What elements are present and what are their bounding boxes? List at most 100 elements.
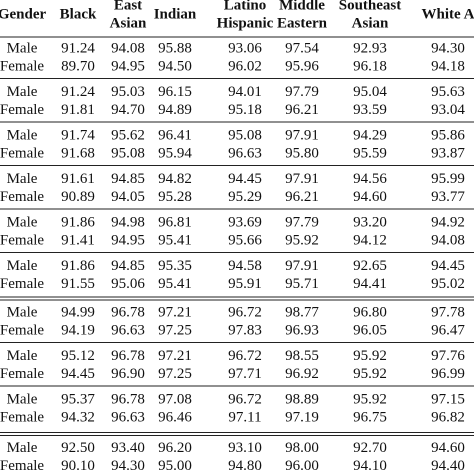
value-cell: 97.91 (285, 258, 319, 274)
gender-cell: Female (0, 189, 44, 205)
value-cell: 94.12 (353, 232, 387, 248)
value-cell: 96.20 (158, 440, 192, 456)
gender-cell: Female (0, 145, 44, 161)
value-cell: 91.86 (61, 214, 95, 230)
value-cell: 93.87 (431, 145, 465, 161)
gender-cell: Female (0, 458, 44, 474)
header-cell: Indian (154, 6, 197, 22)
value-cell: 95.92 (353, 391, 387, 407)
header-cell: Latino (224, 0, 267, 13)
value-cell: 96.02 (228, 58, 262, 74)
value-cell: 92.70 (353, 440, 387, 456)
value-cell: 95.71 (285, 276, 319, 292)
value-cell: 95.99 (431, 171, 465, 187)
value-cell: 96.99 (431, 366, 465, 382)
value-cell: 97.91 (285, 171, 319, 187)
value-cell: 97.15 (431, 391, 465, 407)
value-cell: 94.01 (228, 84, 262, 100)
header-cell: Gender (0, 6, 47, 22)
gender-cell: Female (0, 409, 44, 425)
value-cell: 96.15 (158, 84, 192, 100)
gender-cell: Female (0, 322, 44, 338)
value-cell: 97.08 (158, 391, 192, 407)
value-cell: 91.41 (61, 232, 95, 248)
value-cell: 96.81 (158, 214, 192, 230)
value-cell: 90.10 (61, 458, 95, 474)
value-cell: 95.59 (353, 145, 387, 161)
value-cell: 96.82 (431, 409, 465, 425)
value-cell: 95.29 (228, 189, 262, 205)
value-cell: 97.71 (228, 366, 262, 382)
value-cell: 97.21 (158, 304, 192, 320)
value-cell: 92.50 (61, 440, 95, 456)
value-cell: 94.82 (158, 171, 192, 187)
value-cell: 94.41 (353, 276, 387, 292)
value-cell: 93.06 (228, 40, 262, 56)
value-cell: 96.46 (158, 409, 192, 425)
value-cell: 95.86 (431, 127, 465, 143)
value-cell: 96.21 (285, 189, 319, 205)
value-cell: 94.92 (431, 214, 465, 230)
gender-cell: Female (0, 366, 44, 382)
value-cell: 91.24 (61, 40, 95, 56)
gender-cell: Male (7, 40, 38, 56)
value-cell: 94.50 (158, 58, 192, 74)
gender-cell: Female (0, 102, 44, 118)
value-cell: 90.89 (61, 189, 95, 205)
value-cell: 95.62 (111, 127, 145, 143)
gender-cell: Male (7, 171, 38, 187)
value-cell: 96.90 (111, 366, 145, 382)
value-cell: 94.80 (228, 458, 262, 474)
value-cell: 96.18 (353, 58, 387, 74)
header-cell: Eastern (277, 15, 328, 31)
value-cell: 89.70 (61, 58, 95, 74)
value-cell: 96.80 (353, 304, 387, 320)
value-cell: 94.95 (111, 58, 145, 74)
value-cell: 95.92 (353, 348, 387, 364)
value-cell: 96.78 (111, 348, 145, 364)
value-cell: 91.74 (61, 127, 95, 143)
value-cell: 95.12 (61, 348, 95, 364)
value-cell: 96.00 (285, 458, 319, 474)
value-cell: 95.28 (158, 189, 192, 205)
header-cell: East (114, 0, 142, 13)
gender-cell: Female (0, 232, 44, 248)
value-cell: 91.55 (61, 276, 95, 292)
value-cell: 94.32 (61, 409, 95, 425)
value-cell: 97.54 (285, 40, 319, 56)
value-cell: 91.81 (61, 102, 95, 118)
gender-cell: Male (7, 391, 38, 407)
value-cell: 94.98 (111, 214, 145, 230)
value-cell: 95.04 (353, 84, 387, 100)
value-cell: 93.20 (353, 214, 387, 230)
value-cell: 97.79 (285, 84, 319, 100)
value-cell: 95.02 (431, 276, 465, 292)
value-cell: 96.78 (111, 391, 145, 407)
value-cell: 94.89 (158, 102, 192, 118)
gender-cell: Female (0, 58, 44, 74)
value-cell: 98.00 (285, 440, 319, 456)
value-cell: 92.65 (353, 258, 387, 274)
value-cell: 94.95 (111, 232, 145, 248)
value-cell: 91.86 (61, 258, 95, 274)
value-cell: 96.92 (285, 366, 319, 382)
header-cell: Hispanic (217, 15, 274, 31)
value-cell: 97.25 (158, 322, 192, 338)
value-cell: 94.10 (353, 458, 387, 474)
value-cell: 94.60 (353, 189, 387, 205)
value-cell: 96.72 (228, 391, 262, 407)
value-cell: 91.68 (61, 145, 95, 161)
value-cell: 94.58 (228, 258, 262, 274)
gender-cell: Male (7, 304, 38, 320)
value-cell: 95.03 (111, 84, 145, 100)
value-cell: 96.05 (353, 322, 387, 338)
gender-cell: Male (7, 258, 38, 274)
value-cell: 94.60 (431, 440, 465, 456)
value-cell: 94.18 (431, 58, 465, 74)
value-cell: 95.00 (158, 458, 192, 474)
value-cell: 96.93 (285, 322, 319, 338)
value-cell: 94.08 (431, 232, 465, 248)
value-cell: 94.29 (353, 127, 387, 143)
value-cell: 97.76 (431, 348, 465, 364)
